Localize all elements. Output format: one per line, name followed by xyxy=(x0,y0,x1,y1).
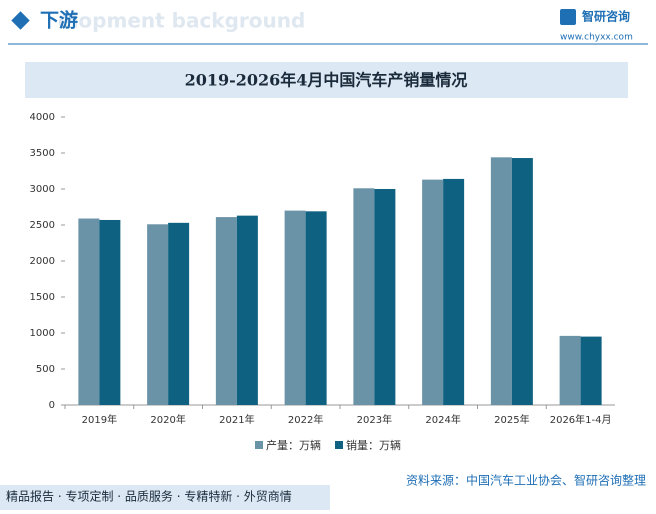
bar xyxy=(236,215,258,405)
logo-text: 智研咨询 xyxy=(581,9,630,24)
chart-title: 2019-2026年4月中国汽车产销量情况 xyxy=(185,71,468,90)
y-tick-label: 4000 xyxy=(30,112,55,123)
bar xyxy=(443,178,465,405)
y-tick-label: 2500 xyxy=(30,220,55,231)
y-tick-label: 1000 xyxy=(30,328,55,339)
logo-icon xyxy=(560,9,576,25)
y-tick-label: 2000 xyxy=(30,256,55,267)
y-tick-label: 1500 xyxy=(30,292,55,303)
footer-source: 资料来源：中国汽车工业协会、智研咨询整理 xyxy=(406,473,646,488)
footer-services: 精品报告 · 专项定制 · 品质服务 · 专精特新 · 外贸商情 xyxy=(6,489,292,504)
x-tick-label: 2020年 xyxy=(150,413,185,426)
footer-band xyxy=(0,485,330,510)
bar xyxy=(305,211,327,405)
bar xyxy=(422,179,444,405)
bar xyxy=(215,217,237,405)
bar xyxy=(147,224,169,405)
bar xyxy=(511,158,533,405)
bar xyxy=(490,157,512,405)
plot: 0 500 1000 1500 2000 2500 3000 3500 4000 2019年 202… xyxy=(30,112,615,452)
x-tick-label: 2023年 xyxy=(357,413,392,426)
bar xyxy=(580,336,602,405)
bar xyxy=(353,188,375,405)
legend-swatch xyxy=(255,441,263,449)
x-tick-label: 2021年 xyxy=(219,413,254,426)
bar xyxy=(374,189,396,405)
y-tick-label: 0 xyxy=(49,400,55,411)
title-box xyxy=(25,62,628,98)
x-tick-label: 2024年 xyxy=(425,413,460,426)
bar xyxy=(168,222,190,405)
logo-url: www.chyxx.com xyxy=(560,33,633,43)
bar xyxy=(78,218,100,405)
y-tick-label: 500 xyxy=(36,364,55,375)
x-tick-label: 2025年 xyxy=(494,413,529,426)
legend-label: 销量：万辆 xyxy=(346,438,401,452)
y-tick-label: 3500 xyxy=(30,148,55,159)
bar xyxy=(559,335,581,405)
header-icon xyxy=(11,11,30,30)
legend-label: 产量：万辆 xyxy=(266,438,321,452)
bar xyxy=(284,210,306,405)
x-tick-label: 2019年 xyxy=(82,413,117,426)
bar xyxy=(99,219,121,405)
x-tick-label: 2022年 xyxy=(288,413,323,426)
header-title: 下游 xyxy=(40,9,78,32)
y-tick-label: 3000 xyxy=(30,184,55,195)
legend-swatch xyxy=(335,441,343,449)
header-subtitle: elopment background xyxy=(58,9,305,33)
x-tick-label: 2026年1-4月 xyxy=(550,413,612,426)
